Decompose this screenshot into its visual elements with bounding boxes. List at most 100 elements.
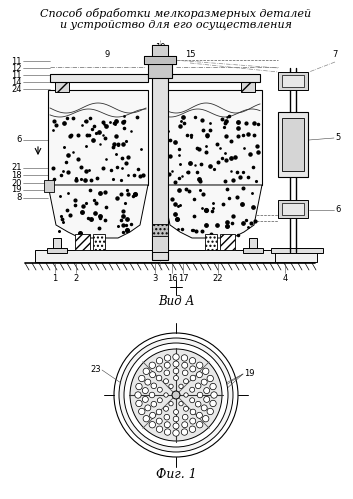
Circle shape [157,387,162,392]
Circle shape [210,383,216,390]
Bar [282,75,304,87]
Circle shape [184,379,189,384]
Circle shape [203,416,209,422]
Circle shape [163,406,168,411]
Text: 19: 19 [244,368,255,378]
Circle shape [195,401,201,407]
Text: и устройство для его осуществления: и устройство для его осуществления [60,20,292,30]
Circle shape [164,393,168,397]
Bar [93,234,105,250]
Circle shape [139,408,145,415]
Circle shape [179,384,183,389]
Circle shape [149,422,156,428]
Circle shape [174,376,179,381]
Circle shape [135,392,141,398]
Text: 15: 15 [185,50,195,59]
Circle shape [179,402,183,406]
Circle shape [151,383,157,389]
Circle shape [207,375,214,382]
Text: 19: 19 [12,186,22,195]
Circle shape [184,406,189,411]
Polygon shape [162,185,262,238]
Circle shape [196,412,202,418]
Circle shape [145,405,151,411]
Circle shape [136,400,142,407]
Circle shape [150,372,156,378]
Circle shape [172,391,180,399]
Circle shape [201,379,207,385]
Circle shape [164,355,171,361]
Circle shape [149,362,156,368]
Text: 7: 7 [332,50,338,59]
Bar [50,74,148,82]
Circle shape [181,429,188,435]
Circle shape [182,422,188,428]
Bar [278,112,308,177]
Circle shape [156,375,162,381]
Text: 10: 10 [155,43,165,52]
Text: 5: 5 [335,134,340,143]
Bar [282,203,304,215]
Text: Вид А: Вид А [158,295,194,308]
Circle shape [164,362,170,368]
Circle shape [163,379,168,384]
Circle shape [173,368,179,374]
Circle shape [184,393,188,397]
Circle shape [143,368,149,375]
Circle shape [204,388,210,394]
Text: 3: 3 [152,274,158,283]
Circle shape [169,384,173,389]
Text: 14: 14 [12,77,22,86]
Circle shape [145,379,151,385]
Bar [48,90,148,185]
Circle shape [189,358,196,364]
Circle shape [156,426,163,433]
Circle shape [136,383,142,390]
Polygon shape [48,185,148,238]
Circle shape [173,423,179,429]
Circle shape [139,375,145,382]
Circle shape [197,422,203,428]
Circle shape [203,368,209,375]
Bar [144,56,176,64]
Circle shape [210,400,216,407]
Circle shape [124,343,228,447]
Circle shape [164,370,169,376]
Text: 23: 23 [90,365,101,375]
Circle shape [197,392,203,398]
Circle shape [156,418,162,424]
Circle shape [190,418,196,424]
Bar [162,74,260,82]
Circle shape [164,422,170,428]
Circle shape [156,409,162,415]
Bar [241,78,255,92]
Text: β: β [207,135,213,145]
Circle shape [196,372,202,378]
Bar [152,45,168,57]
Bar [53,238,61,252]
Circle shape [182,362,188,368]
Bar [205,234,217,250]
Bar [275,250,317,262]
Circle shape [173,416,179,422]
Circle shape [190,409,196,415]
Bar [47,248,67,253]
Bar [75,234,90,250]
Text: 20: 20 [12,179,22,188]
Circle shape [195,383,201,389]
Bar [282,118,304,171]
Circle shape [190,375,196,381]
Bar [220,234,235,250]
Text: 18: 18 [11,171,22,180]
Text: 1: 1 [52,274,58,283]
Circle shape [190,387,195,392]
Circle shape [197,362,203,368]
Circle shape [142,388,148,394]
Text: 11: 11 [12,70,22,79]
Bar [148,60,172,78]
Bar [243,248,263,253]
Circle shape [156,358,163,364]
Circle shape [130,349,222,441]
Circle shape [156,366,162,372]
Text: 12: 12 [12,63,22,72]
